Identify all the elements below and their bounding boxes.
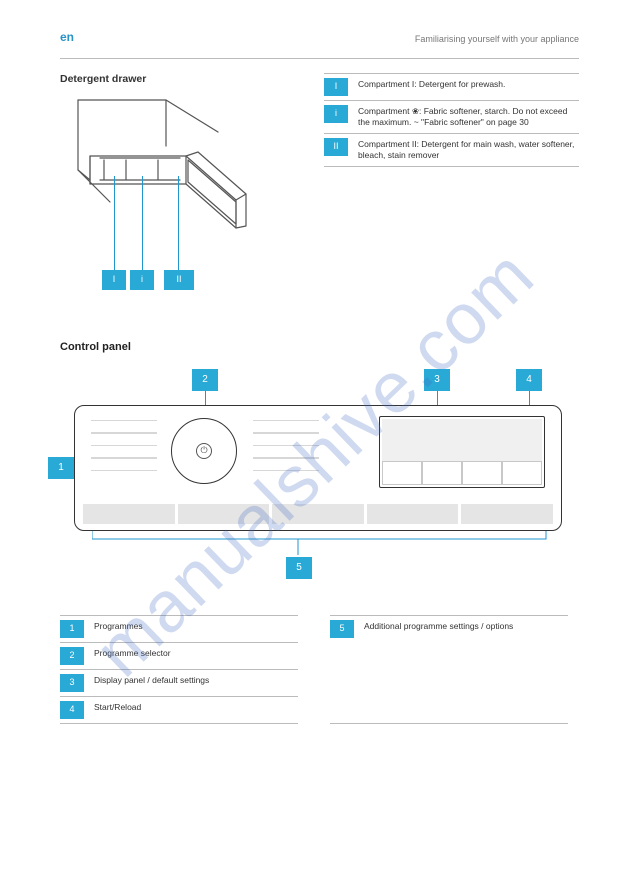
compartment-desc: Compartment II: Detergent for main wash,…: [354, 133, 579, 166]
option-button[interactable]: [367, 504, 459, 524]
callout-compartment-2: II: [164, 270, 194, 290]
option-buttons: [83, 504, 553, 524]
display-button[interactable]: [462, 461, 502, 485]
page-title: Familiarising yourself with your applian…: [415, 34, 579, 46]
legend-text: Programme selector: [90, 642, 298, 669]
drawer-illustration: [60, 94, 280, 264]
control-panel-heading: Control panel: [60, 340, 579, 354]
callout-compartment-softener: i: [130, 270, 154, 290]
dial-center-icon: ⏻: [196, 443, 212, 459]
callout-4: 4: [516, 369, 542, 391]
drawer-heading: Detergent drawer: [60, 73, 290, 87]
option-button[interactable]: [178, 504, 270, 524]
legend-table-left: 1 Programmes 2 Programme selector 3 Disp…: [60, 615, 298, 724]
compartment-label: II: [324, 138, 348, 156]
callout-1: 1: [48, 457, 74, 479]
programme-list-right: [253, 420, 319, 483]
control-panel-outline: ⏻: [74, 405, 562, 531]
legend-text: Start/Reload: [90, 696, 298, 723]
table-row: I Compartment I: Detergent for prewash.: [324, 73, 579, 100]
legend-text: Display panel / default settings: [90, 669, 298, 696]
legend-table-right: 5 Additional programme settings / option…: [330, 615, 568, 724]
callout-2: 2: [192, 369, 218, 391]
callout-compartment-1: I: [102, 270, 126, 290]
programme-list-left: [91, 420, 157, 483]
legend-text: Additional programme settings / options: [360, 615, 568, 723]
callout-3: 3: [424, 369, 450, 391]
display-button[interactable]: [422, 461, 462, 485]
drawer-compartment-table: I Compartment I: Detergent for prewash. …: [324, 73, 579, 167]
option-button[interactable]: [83, 504, 175, 524]
legend-label: 5: [330, 620, 354, 638]
display-button[interactable]: [502, 461, 542, 485]
header-rule: [60, 58, 579, 59]
table-row: 4 Start/Reload: [60, 696, 298, 723]
table-row: 1 Programmes: [60, 615, 298, 642]
display-panel: [379, 416, 545, 488]
compartment-label: i: [324, 105, 348, 123]
compartment-label: I: [324, 78, 348, 96]
option-button[interactable]: [461, 504, 553, 524]
table-row: i Compartment ❀: Fabric softener, starch…: [324, 100, 579, 133]
compartment-desc: Compartment ❀: Fabric softener, starch. …: [354, 100, 579, 133]
table-row: II Compartment II: Detergent for main wa…: [324, 133, 579, 166]
table-row: 2 Programme selector: [60, 642, 298, 669]
compartment-desc: Compartment I: Detergent for prewash.: [354, 73, 579, 100]
control-panel-figure: 2 3 4 1 5 1: [62, 367, 570, 587]
programme-dial[interactable]: ⏻: [171, 418, 237, 484]
legend-label: 2: [60, 647, 84, 665]
legend-label: 1: [60, 620, 84, 638]
display-button[interactable]: [382, 461, 422, 485]
option-button[interactable]: [272, 504, 364, 524]
legend-label: 4: [60, 701, 84, 719]
table-row: 5 Additional programme settings / option…: [330, 615, 568, 723]
table-row: 3 Display panel / default settings: [60, 669, 298, 696]
legend-label: 3: [60, 674, 84, 692]
detergent-drawer-figure: I i II: [60, 94, 280, 314]
page-label: en: [60, 30, 74, 46]
legend-text: Programmes: [90, 615, 298, 642]
